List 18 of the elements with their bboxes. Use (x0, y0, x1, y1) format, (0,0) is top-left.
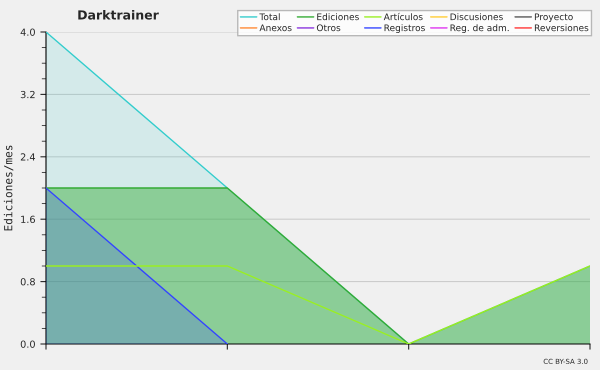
legend-label: Ediciones (317, 13, 359, 20)
legend-label: Registros (384, 24, 425, 33)
y-tick-label: 1.6 (21, 216, 35, 224)
y-tick-label: 2.4 (20, 153, 36, 160)
y-tick-label: 0.0 (20, 340, 35, 348)
legend-label: Reversiones (534, 24, 588, 32)
legend-label: Anexos (259, 24, 292, 32)
legend-label: Artículos (384, 12, 423, 20)
legend-label: Proyecto (534, 14, 573, 22)
legend-label: Otros (316, 24, 340, 32)
chart-title: Darktrainer (78, 10, 159, 20)
legend-label: Total (259, 13, 280, 20)
y-tick-label: 3.2 (20, 90, 35, 98)
y-axis-title: Ediciones/mes (4, 146, 14, 230)
y-tick-label: 4.0 (20, 28, 35, 36)
legend-label: Discusiones (450, 13, 503, 20)
legend-label: Reg. de adm. (450, 24, 509, 33)
y-tick-label: 0.8 (20, 278, 35, 286)
